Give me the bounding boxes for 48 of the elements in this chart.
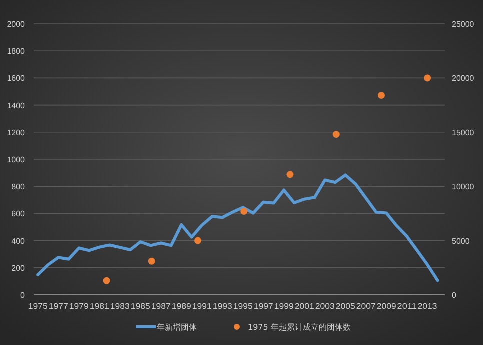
x-tick-label: 1985: [130, 302, 151, 311]
point: [378, 92, 385, 100]
x-tick-label: 2003: [315, 302, 336, 311]
x-tick-label: 2007: [356, 302, 376, 311]
x-tick-label: 1989: [172, 302, 192, 311]
y-tick-label: 1600: [7, 74, 26, 84]
point: [194, 237, 202, 244]
x-tick-label: 1997: [254, 302, 274, 311]
y-tick-label: 1400: [7, 101, 26, 110]
line-series: [36, 174, 440, 282]
y2-tick-label: 5000: [452, 236, 470, 246]
y-tick-label: 400: [12, 236, 26, 246]
y2-tick-label: 20000: [452, 74, 475, 84]
x-tick-label: 2009: [376, 302, 397, 311]
x-tick-label: 1981: [90, 302, 110, 311]
x-tick-label: 2013: [418, 302, 438, 311]
y-tick-label: 0: [20, 291, 26, 300]
x-tick-label: 1975: [28, 302, 48, 311]
x-tick-label: 1983: [110, 302, 130, 311]
x-tick-label: 2005: [336, 302, 356, 311]
x-tick-label: 2001: [294, 302, 315, 311]
y-tick-label: 1200: [7, 128, 26, 138]
point: [148, 258, 156, 265]
y-tick-label: 200: [12, 264, 26, 273]
x-tick-label: 1987: [151, 302, 172, 311]
y2-tick-label: 10000: [452, 182, 475, 192]
x-tick-label: 1991: [192, 302, 212, 311]
legend-label: 1975 年起累计成立的团体数: [248, 323, 351, 332]
y-tick-label: 1800: [7, 47, 26, 56]
y-tick-label: 1000: [7, 156, 26, 164]
point: [332, 131, 340, 138]
point: [286, 171, 294, 178]
y2-tick-label: 0: [452, 291, 457, 300]
x-tick-label: 1979: [69, 302, 90, 311]
legend-label: 年新增团体: [157, 323, 197, 332]
x-tick-label: 1993: [212, 302, 233, 311]
y-tick-label: 2000: [7, 20, 26, 29]
y-tick-label: 800: [12, 182, 26, 192]
y2-tick-label: 15000: [452, 128, 475, 138]
y-tick-label: 600: [12, 210, 26, 219]
x-tick-label: 1977: [48, 302, 69, 311]
y2-tick-label: 25000: [452, 20, 475, 29]
point: [103, 277, 110, 284]
point: [240, 208, 248, 216]
x-tick-label: 2011: [397, 302, 418, 311]
x-tick-label: 1999: [274, 302, 294, 311]
point: [424, 74, 432, 82]
x-tick-label: 1995: [233, 302, 254, 311]
